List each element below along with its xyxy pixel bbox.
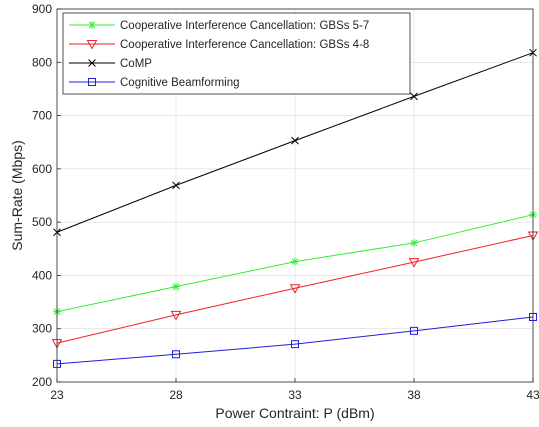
- data-point-square: [88, 78, 96, 86]
- legend-item: Cooperative Interference Cancellation: G…: [69, 20, 369, 32]
- data-point-square: [410, 326, 418, 335]
- y-tick-label: 200: [32, 375, 52, 389]
- legend-item: Cooperative Interference Cancellation: G…: [69, 39, 369, 51]
- x-tick-label: 23: [50, 388, 64, 402]
- x-axis-label: Power Contraint: P (dBm): [215, 405, 374, 421]
- axis-ticks: 23 28 33 38 43 200 300 400 500 600 700 800 900: [32, 2, 539, 402]
- data-point-triangle-down: [170, 310, 182, 321]
- data-point-square: [172, 350, 180, 359]
- legend: Cooperative Interference Cancellation: G…: [62, 12, 411, 95]
- data-point-triangle-down: [86, 40, 98, 50]
- data-point-triangle-down: [289, 284, 301, 294]
- x-tick-label: 28: [169, 388, 183, 402]
- y-tick-label: 900: [32, 2, 52, 16]
- y-tick-label: 400: [32, 268, 52, 282]
- x-tick-label: 43: [526, 388, 539, 402]
- data-point-asterisk: [172, 282, 180, 291]
- data-point-square: [291, 340, 299, 349]
- legend-label: CoMP: [120, 58, 152, 70]
- y-tick-label: 500: [32, 215, 52, 229]
- data-point-triangle-down: [408, 258, 420, 268]
- data-point-x: [291, 136, 299, 145]
- data-point-x: [172, 181, 180, 190]
- legend-item: Cognitive Beamforming: [69, 77, 240, 89]
- y-tick-label: 800: [32, 55, 52, 69]
- data-point-asterisk: [291, 257, 299, 266]
- data-point-x: [88, 59, 96, 67]
- y-tick-label: 300: [32, 322, 52, 336]
- data-point-asterisk: [410, 238, 418, 247]
- series-line: [56, 234, 534, 344]
- series-line: [56, 316, 534, 365]
- legend-label: Cooperative Interference Cancellation: G…: [120, 39, 369, 51]
- y-axis-label: Sum-Rate (Mbps): [9, 140, 25, 250]
- legend-label: Cooperative Interference Cancellation: G…: [120, 20, 369, 32]
- x-tick-label: 33: [288, 388, 302, 402]
- data-point-x: [410, 92, 418, 101]
- legend-box: [62, 12, 411, 95]
- legend-item: CoMP: [69, 58, 152, 70]
- x-tick-label: 38: [407, 388, 421, 402]
- legend-label: Cognitive Beamforming: [120, 77, 240, 89]
- y-tick-label: 600: [32, 162, 52, 176]
- y-tick-label: 700: [32, 109, 52, 123]
- data-point-asterisk: [88, 21, 96, 29]
- data-series: [51, 48, 539, 368]
